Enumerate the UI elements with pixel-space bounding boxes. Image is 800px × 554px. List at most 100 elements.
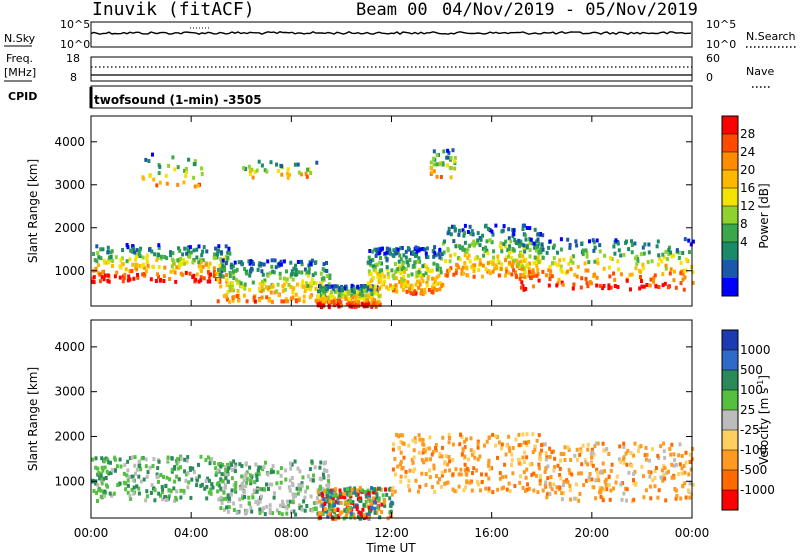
data-cell — [219, 506, 223, 510]
data-cell — [126, 490, 130, 495]
freq-unit: [MHz] — [4, 66, 36, 79]
data-cell — [649, 470, 653, 475]
data-cell — [464, 437, 468, 442]
data-cell — [447, 268, 451, 273]
data-cell — [513, 258, 517, 263]
xtick-label: 12:00 — [374, 526, 409, 540]
data-cell — [158, 180, 162, 185]
data-cell — [430, 165, 434, 170]
data-cell — [155, 258, 159, 263]
data-cell — [325, 483, 329, 488]
data-cell — [429, 160, 433, 165]
data-cell — [175, 474, 179, 479]
data-cell — [522, 243, 526, 248]
data-cell — [309, 281, 313, 286]
data-cell — [202, 245, 206, 250]
data-cell — [110, 468, 114, 473]
data-cell — [446, 462, 450, 467]
data-cell — [213, 252, 217, 257]
data-cell — [394, 283, 398, 288]
data-cell — [614, 480, 618, 485]
data-cell — [607, 452, 611, 456]
data-cell — [691, 482, 695, 487]
data-cell — [504, 255, 508, 260]
data-cell — [500, 486, 504, 491]
data-cell — [340, 295, 344, 299]
data-cell — [112, 491, 116, 496]
data-cell — [397, 264, 401, 269]
data-cell — [132, 485, 136, 490]
data-cell — [276, 470, 280, 475]
data-cell — [417, 450, 421, 455]
data-cell — [417, 270, 421, 274]
data-cell — [161, 490, 164, 495]
data-cell — [499, 267, 503, 271]
data-cell — [260, 163, 264, 168]
data-cell — [662, 441, 666, 446]
data-cell — [320, 305, 323, 310]
data-cell — [124, 487, 128, 492]
data-cell — [179, 456, 183, 461]
data-cell — [334, 499, 337, 504]
data-cell — [548, 481, 552, 486]
colorbar-swatch — [722, 260, 738, 279]
colorbar-tick-label: 24 — [740, 145, 755, 159]
data-cell — [417, 256, 421, 261]
data-cell — [535, 438, 539, 443]
data-cell — [504, 244, 508, 249]
data-cell — [466, 256, 470, 261]
data-cell — [175, 265, 179, 270]
data-cell — [318, 465, 322, 470]
data-cell — [371, 249, 375, 254]
data-cell — [204, 479, 208, 483]
colorbar-tick-label: 25 — [740, 403, 755, 417]
data-cell — [374, 254, 378, 258]
data-cell — [558, 485, 562, 490]
data-cell — [386, 271, 390, 276]
data-cell — [466, 230, 470, 234]
data-cell — [268, 511, 272, 516]
data-cell — [461, 265, 465, 270]
data-cell — [243, 511, 247, 516]
data-cell — [349, 506, 353, 510]
data-cell — [153, 252, 157, 257]
data-cell — [232, 288, 235, 293]
data-cell — [517, 265, 521, 270]
data-cell — [521, 254, 525, 259]
data-cell — [306, 283, 310, 288]
data-cell — [305, 504, 309, 508]
data-cell — [438, 287, 442, 292]
data-cell — [329, 294, 333, 299]
data-cell — [315, 500, 319, 505]
freq-label: Freq. — [6, 52, 33, 65]
data-cell — [463, 468, 467, 473]
data-cell — [495, 266, 499, 271]
data-cell — [325, 509, 329, 514]
data-cell — [632, 497, 636, 502]
data-cell — [313, 501, 316, 506]
data-cell — [179, 465, 182, 470]
data-cell — [645, 283, 649, 287]
data-cell — [609, 468, 613, 473]
data-cell — [554, 490, 558, 495]
data-cell — [598, 283, 602, 288]
data-cell — [196, 183, 200, 188]
data-cell — [324, 499, 328, 504]
data-cell — [121, 262, 125, 267]
data-cell — [395, 251, 398, 256]
data-cell — [296, 260, 300, 264]
data-cell — [453, 489, 457, 494]
data-cell — [106, 273, 110, 278]
data-cell — [274, 265, 278, 270]
data-cell — [503, 462, 507, 467]
data-cell — [443, 461, 446, 466]
data-cell — [581, 248, 585, 253]
data-cell — [179, 454, 183, 459]
data-cell — [552, 449, 555, 454]
data-cell — [673, 269, 676, 274]
data-cell — [145, 253, 149, 258]
data-cell — [217, 483, 221, 488]
data-cell — [566, 237, 570, 242]
data-cell — [137, 464, 141, 468]
data-cell — [340, 510, 344, 515]
